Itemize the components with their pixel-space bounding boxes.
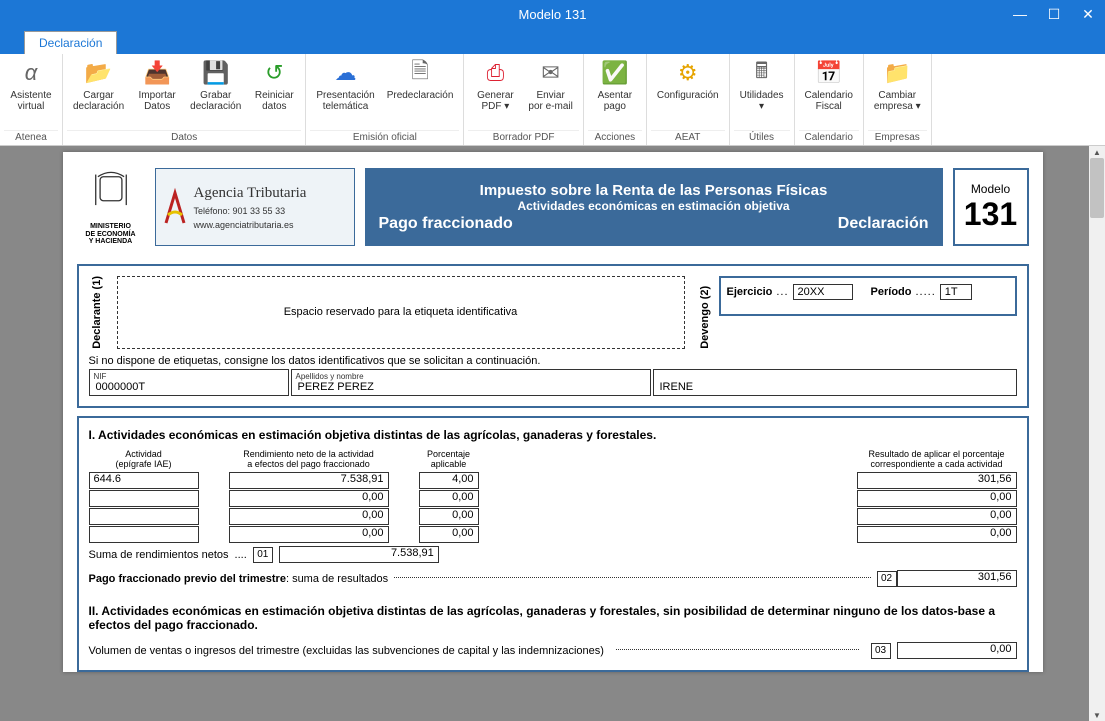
- calendario-fiscal-button[interactable]: 📅 Calendario Fiscal: [799, 56, 859, 130]
- agency-box: Agencia Tributaria Teléfono: 901 33 55 3…: [155, 168, 355, 246]
- reset-icon: ↺: [259, 58, 289, 88]
- etiqueta-note: Si no dispone de etiquetas, consigne los…: [89, 355, 1017, 367]
- mail-icon: ✉: [536, 58, 566, 88]
- casilla-01: 01: [253, 547, 273, 563]
- scroll-up-icon[interactable]: ▲: [1089, 146, 1105, 158]
- minimize-button[interactable]: —: [1003, 0, 1037, 28]
- titlebar: Modelo 131 — ☐ ✕: [0, 0, 1105, 28]
- rendimiento-input-3[interactable]: 0,00: [229, 526, 389, 543]
- generar-pdf-button[interactable]: ⎙ Generar PDF ▾: [468, 56, 522, 130]
- devengo-vlabel: Devengo (2): [697, 276, 713, 349]
- coat-of-arms-icon: [89, 168, 133, 216]
- workarea: ▲ ▼ MINISTERIO DE ECONOMÍA Y HACIENDA: [0, 146, 1105, 721]
- import-icon: 📥: [142, 58, 172, 88]
- pdf-icon: ⎙: [480, 58, 510, 88]
- window-title: Modelo 131: [519, 7, 587, 22]
- utilidades-button[interactable]: 🖩 Utilidades ▾: [734, 56, 790, 130]
- resultado-2: 0,00: [857, 508, 1017, 525]
- importar-datos-button[interactable]: 📥 Importar Datos: [130, 56, 184, 130]
- etiqueta-placeholder: Espacio reservado para la etiqueta ident…: [117, 276, 685, 349]
- form-title-banner: Impuesto sobre la Renta de las Personas …: [365, 168, 943, 246]
- calculator-icon: 🖩: [747, 58, 777, 88]
- reiniciar-datos-button[interactable]: ↺ Reiniciar datos: [247, 56, 301, 130]
- suma-rendimientos-value: 7.538,91: [279, 546, 439, 563]
- resultado-0: 301,56: [857, 472, 1017, 489]
- group-calendario: Calendario: [799, 130, 859, 145]
- asistente-virtual-button[interactable]: α Asistente virtual: [4, 56, 58, 130]
- enviar-email-button[interactable]: ✉ Enviar por e-mail: [522, 56, 578, 130]
- form-page: MINISTERIO DE ECONOMÍA Y HACIENDA Agenci…: [63, 152, 1043, 672]
- vertical-scrollbar[interactable]: ▲ ▼: [1089, 146, 1105, 721]
- porcentaje-input-3[interactable]: 0,00: [419, 526, 479, 543]
- casilla-02: 02: [877, 571, 897, 587]
- predeclaracion-button[interactable]: 🗎 Predeclaración: [381, 56, 460, 130]
- porcentaje-input-2[interactable]: 0,00: [419, 508, 479, 525]
- cambiar-empresa-button[interactable]: 📁 Cambiar empresa ▾: [868, 56, 927, 130]
- agencia-logo-icon: [162, 187, 188, 227]
- presentacion-telematica-button[interactable]: ☁ Presentación telemática: [310, 56, 380, 130]
- check-doc-icon: ✅: [600, 58, 630, 88]
- declarante-block: Declarante (1) Espacio reservado para la…: [77, 264, 1029, 408]
- ejercicio-input[interactable]: 20XX: [793, 284, 853, 300]
- modelo-number-box: Modelo 131: [953, 168, 1029, 246]
- ministry-emblem: MINISTERIO DE ECONOMÍA Y HACIENDA: [77, 168, 145, 246]
- folder-open-icon: 📂: [84, 58, 114, 88]
- actividad-input-3[interactable]: [89, 526, 199, 543]
- cargar-declaracion-button[interactable]: 📂 Cargar declaración: [67, 56, 130, 130]
- asentar-pago-button[interactable]: ✅ Asentar pago: [588, 56, 642, 130]
- group-borrador: Borrador PDF: [468, 130, 578, 145]
- periodo-input[interactable]: 1T: [940, 284, 972, 300]
- group-datos: Datos: [67, 130, 301, 145]
- ribbon: α Asistente virtual Atenea 📂 Cargar decl…: [0, 54, 1105, 146]
- volumen-ventas-value[interactable]: 0,00: [897, 642, 1017, 659]
- grabar-declaracion-button[interactable]: 💾 Grabar declaración: [184, 56, 247, 130]
- maximize-button[interactable]: ☐: [1037, 0, 1071, 28]
- actividad-input-0[interactable]: 644.6: [89, 472, 199, 489]
- tab-declaracion[interactable]: Declaración: [24, 31, 117, 54]
- document-icon: 🗎: [405, 58, 435, 88]
- porcentaje-input-1[interactable]: 0,00: [419, 490, 479, 507]
- actividad-input-2[interactable]: [89, 508, 199, 525]
- pago-fraccionado-value: 301,56: [897, 570, 1017, 587]
- configuracion-button[interactable]: ⚙ Configuración: [651, 56, 725, 130]
- porcentaje-input-0[interactable]: 4,00: [419, 472, 479, 489]
- nif-input[interactable]: 0000000T: [94, 381, 284, 393]
- group-emision: Emisión oficial: [310, 130, 459, 145]
- cloud-upload-icon: ☁: [331, 58, 361, 88]
- devengo-box: Ejercicio ... 20XX Período ..... 1T: [719, 276, 1017, 316]
- rendimiento-input-0[interactable]: 7.538,91: [229, 472, 389, 489]
- save-icon: 💾: [201, 58, 231, 88]
- group-atenea: Atenea: [4, 130, 58, 145]
- rendimiento-input-2[interactable]: 0,00: [229, 508, 389, 525]
- scroll-down-icon[interactable]: ▼: [1089, 709, 1105, 721]
- close-button[interactable]: ✕: [1071, 0, 1105, 28]
- folder-icon: 📁: [882, 58, 912, 88]
- rendimiento-input-1[interactable]: 0,00: [229, 490, 389, 507]
- seccion1-block: I. Actividades económicas en estimación …: [77, 416, 1029, 672]
- alpha-icon: α: [16, 58, 46, 88]
- declarante-vlabel: Declarante (1): [89, 276, 105, 349]
- actividad-input-1[interactable]: [89, 490, 199, 507]
- casilla-03: 03: [871, 643, 891, 659]
- scroll-thumb[interactable]: [1090, 158, 1104, 218]
- gear-icon: ⚙: [673, 58, 703, 88]
- group-aeat: AEAT: [651, 130, 725, 145]
- resultado-1: 0,00: [857, 490, 1017, 507]
- group-utiles: Útiles: [734, 130, 790, 145]
- resultado-3: 0,00: [857, 526, 1017, 543]
- ribbon-tabstrip: Declaración: [0, 28, 1105, 54]
- group-acciones: Acciones: [588, 130, 642, 145]
- group-empresas: Empresas: [868, 130, 927, 145]
- calendar-icon: 📅: [814, 58, 844, 88]
- nombre-input[interactable]: IRENE: [658, 381, 1012, 393]
- apellidos-input[interactable]: PEREZ PEREZ: [296, 381, 646, 393]
